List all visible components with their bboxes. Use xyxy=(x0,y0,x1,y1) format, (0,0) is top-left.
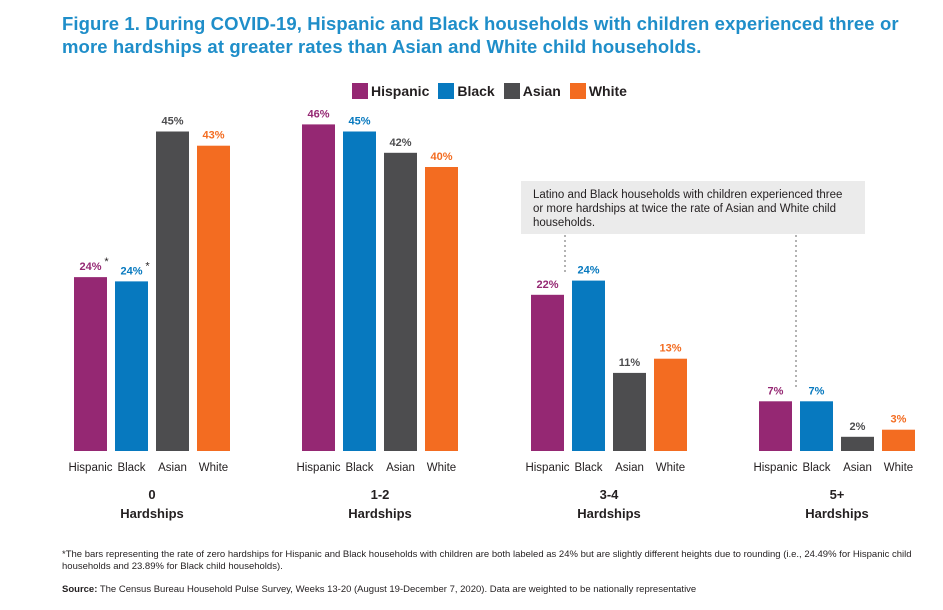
bar-black-group-1 xyxy=(115,281,148,451)
group-label-line1-3: 3-4 xyxy=(600,487,620,502)
tick-label-white-group-4: White xyxy=(884,462,913,474)
source-line: Source: The Census Bureau Household Puls… xyxy=(62,584,922,595)
group-label-line1-2: 1-2 xyxy=(371,487,390,502)
tick-label-hispanic-group-1: Hispanic xyxy=(68,462,112,474)
data-label-black-group-1: 24% xyxy=(120,265,142,277)
bar-white-group-2 xyxy=(425,167,458,451)
tick-label-black-group-4: Black xyxy=(802,462,830,474)
data-label-black-group-4: 7% xyxy=(809,385,825,397)
bar-asian-group-2 xyxy=(384,152,417,452)
bar-white-group-1 xyxy=(197,145,230,451)
group-label-line2-2: Hardships xyxy=(348,506,412,521)
legend-item-hispanic: Hispanic xyxy=(352,83,429,99)
tick-label-white-group-2: White xyxy=(427,462,456,474)
tick-label-white-group-1: White xyxy=(199,462,228,474)
callout-box: Latino and Black households with childre… xyxy=(521,181,865,234)
chart-title: Figure 1. During COVID-19, Hispanic and … xyxy=(62,13,899,57)
legend-item-white: White xyxy=(569,83,627,99)
legend-swatch-asian xyxy=(503,83,520,99)
group-label-line2-4: Hardships xyxy=(805,506,869,521)
data-label-white-group-3: 13% xyxy=(659,343,681,355)
legend: Hispanic Black Asian White xyxy=(352,81,636,101)
tick-label-hispanic-group-2: Hispanic xyxy=(296,462,340,474)
data-label-asian-group-4: 2% xyxy=(850,421,866,433)
legend-swatch-white xyxy=(569,83,586,99)
bar-hispanic-group-4 xyxy=(759,401,792,451)
legend-swatch-black xyxy=(438,83,455,99)
legend-item-black: Black xyxy=(438,83,495,99)
bar-hispanic-group-3 xyxy=(531,294,564,451)
group-label-line1-4: 5+ xyxy=(830,487,845,502)
data-label-hispanic-group-1: 24% xyxy=(79,261,101,273)
bar-black-group-2 xyxy=(343,131,376,451)
tick-label-asian-group-1: Asian xyxy=(158,462,187,474)
tick-label-asian-group-4: Asian xyxy=(843,462,872,474)
tick-label-asian-group-2: Asian xyxy=(386,462,415,474)
data-label-black-group-3: 24% xyxy=(577,265,599,277)
asterisk-note-hispanic: * xyxy=(104,256,109,268)
data-label-white-group-2: 40% xyxy=(430,151,452,163)
bar-hispanic-group-1 xyxy=(74,277,107,451)
source-label: Source: xyxy=(62,584,98,595)
group-label-line2-3: Hardships xyxy=(577,506,641,521)
legend-label-hispanic: Hispanic xyxy=(371,83,430,99)
bar-asian-group-4 xyxy=(841,436,874,451)
bar-white-group-4 xyxy=(882,429,915,451)
data-label-hispanic-group-2: 46% xyxy=(307,108,329,120)
tick-label-black-group-3: Black xyxy=(574,462,602,474)
bar-black-group-3 xyxy=(572,280,605,451)
tick-label-black-group-2: Black xyxy=(345,462,373,474)
data-label-asian-group-3: 11% xyxy=(619,357,641,369)
data-label-black-group-2: 45% xyxy=(348,116,370,128)
data-label-white-group-1: 43% xyxy=(202,130,224,142)
legend-label-asian: Asian xyxy=(522,83,561,99)
bar-black-group-4 xyxy=(800,401,833,451)
group-label-line1-1: 0 xyxy=(148,487,155,502)
data-label-asian-group-1: 45% xyxy=(161,116,183,128)
legend-item-asian: Asian xyxy=(503,83,561,99)
asterisk-note-black: * xyxy=(145,260,150,272)
legend-label-black: Black xyxy=(457,83,495,99)
tick-label-asian-group-3: Asian xyxy=(615,462,644,474)
data-label-hispanic-group-3: 22% xyxy=(536,279,558,291)
data-label-hispanic-group-4: 7% xyxy=(768,385,784,397)
source-text: The Census Bureau Household Pulse Survey… xyxy=(99,584,697,595)
bar-white-group-3 xyxy=(654,358,687,451)
tick-label-hispanic-group-4: Hispanic xyxy=(753,462,797,474)
tick-label-white-group-3: White xyxy=(656,462,685,474)
legend-swatch-hispanic xyxy=(352,83,368,99)
tick-label-hispanic-group-3: Hispanic xyxy=(525,462,569,474)
footnote: *The bars representing the rate of zero … xyxy=(62,549,912,572)
tick-label-black-group-1: Black xyxy=(117,462,145,474)
group-label-line2-1: Hardships xyxy=(120,506,184,521)
legend-label-white: White xyxy=(588,83,627,99)
data-label-asian-group-2: 42% xyxy=(389,137,411,149)
bar-asian-group-1 xyxy=(156,131,189,451)
bar-hispanic-group-2 xyxy=(302,124,335,452)
bar-asian-group-3 xyxy=(613,372,646,451)
data-label-white-group-4: 3% xyxy=(891,414,907,426)
